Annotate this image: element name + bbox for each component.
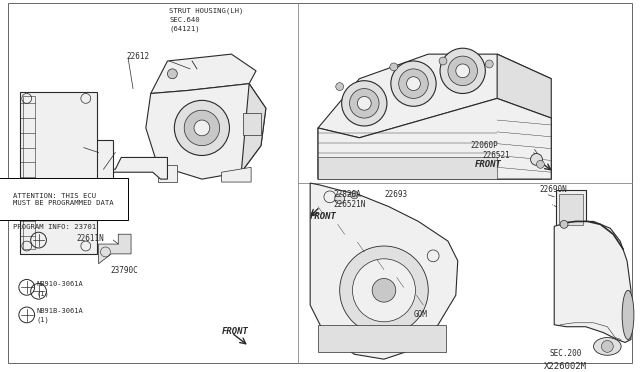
Text: 23790C: 23790C xyxy=(110,266,138,275)
Bar xyxy=(243,113,261,135)
Circle shape xyxy=(351,191,358,199)
Text: FRONT: FRONT xyxy=(221,327,248,336)
Circle shape xyxy=(456,64,470,78)
Text: FRONT: FRONT xyxy=(474,160,501,169)
Ellipse shape xyxy=(622,290,634,340)
Polygon shape xyxy=(497,54,551,118)
Bar xyxy=(23,96,35,249)
Circle shape xyxy=(194,120,210,136)
Text: 22611N: 22611N xyxy=(76,234,104,243)
Circle shape xyxy=(390,63,397,71)
Circle shape xyxy=(353,259,415,322)
Polygon shape xyxy=(151,54,256,93)
Text: PROGRAM INFO: 23701: PROGRAM INFO: 23701 xyxy=(13,224,96,230)
Polygon shape xyxy=(318,99,551,179)
Text: 22060P: 22060P xyxy=(470,141,499,150)
Circle shape xyxy=(448,56,477,86)
Text: NB91B-3061A: NB91B-3061A xyxy=(36,308,83,314)
Bar xyxy=(318,325,446,352)
Polygon shape xyxy=(554,221,631,343)
Circle shape xyxy=(357,96,371,110)
Text: FRONT: FRONT xyxy=(310,212,337,221)
Bar xyxy=(20,92,97,254)
Text: X226002M: X226002M xyxy=(545,362,588,371)
Text: (1): (1) xyxy=(36,317,49,323)
Text: (64121): (64121) xyxy=(170,26,200,32)
Text: STRUT HOUSING(LH): STRUT HOUSING(LH) xyxy=(170,8,244,15)
Circle shape xyxy=(342,81,387,126)
Text: SEC.200: SEC.200 xyxy=(549,349,582,358)
Circle shape xyxy=(560,221,568,228)
Circle shape xyxy=(324,191,336,203)
Circle shape xyxy=(602,340,613,352)
Circle shape xyxy=(184,110,220,146)
Circle shape xyxy=(531,154,543,165)
Bar xyxy=(556,190,586,229)
Text: 22612: 22612 xyxy=(126,52,149,61)
Polygon shape xyxy=(221,167,251,182)
Circle shape xyxy=(336,83,344,90)
Polygon shape xyxy=(93,140,113,179)
Text: 226521N: 226521N xyxy=(334,200,366,209)
Polygon shape xyxy=(93,157,168,179)
Bar xyxy=(559,194,583,225)
Circle shape xyxy=(439,57,447,65)
Circle shape xyxy=(349,89,379,118)
Circle shape xyxy=(168,69,177,79)
Polygon shape xyxy=(99,234,131,264)
Polygon shape xyxy=(241,84,266,172)
Circle shape xyxy=(372,279,396,302)
Circle shape xyxy=(340,246,428,334)
Text: NB910-3061A: NB910-3061A xyxy=(36,282,83,288)
Circle shape xyxy=(174,100,230,155)
Circle shape xyxy=(399,69,428,99)
Text: SEC.640: SEC.640 xyxy=(170,17,200,23)
Text: GOM: GOM xyxy=(413,310,428,319)
Text: 22693: 22693 xyxy=(384,190,407,199)
Polygon shape xyxy=(157,165,177,182)
Polygon shape xyxy=(310,183,458,359)
Circle shape xyxy=(536,160,545,168)
Polygon shape xyxy=(146,84,266,179)
Text: 22690N: 22690N xyxy=(540,185,567,194)
Text: 22820A: 22820A xyxy=(334,190,362,199)
Circle shape xyxy=(428,250,439,262)
Circle shape xyxy=(406,77,420,90)
Circle shape xyxy=(391,61,436,106)
Ellipse shape xyxy=(593,337,621,355)
Circle shape xyxy=(485,60,493,68)
Text: (1): (1) xyxy=(36,290,49,297)
Text: ATTENTION: THIS ECU
MUST BE PROGRAMMED DATA: ATTENTION: THIS ECU MUST BE PROGRAMMED D… xyxy=(13,193,113,206)
Circle shape xyxy=(335,194,344,204)
Circle shape xyxy=(440,48,485,93)
Polygon shape xyxy=(318,54,551,138)
Text: 226521: 226521 xyxy=(483,151,510,160)
Polygon shape xyxy=(318,99,551,179)
Bar xyxy=(318,157,497,179)
